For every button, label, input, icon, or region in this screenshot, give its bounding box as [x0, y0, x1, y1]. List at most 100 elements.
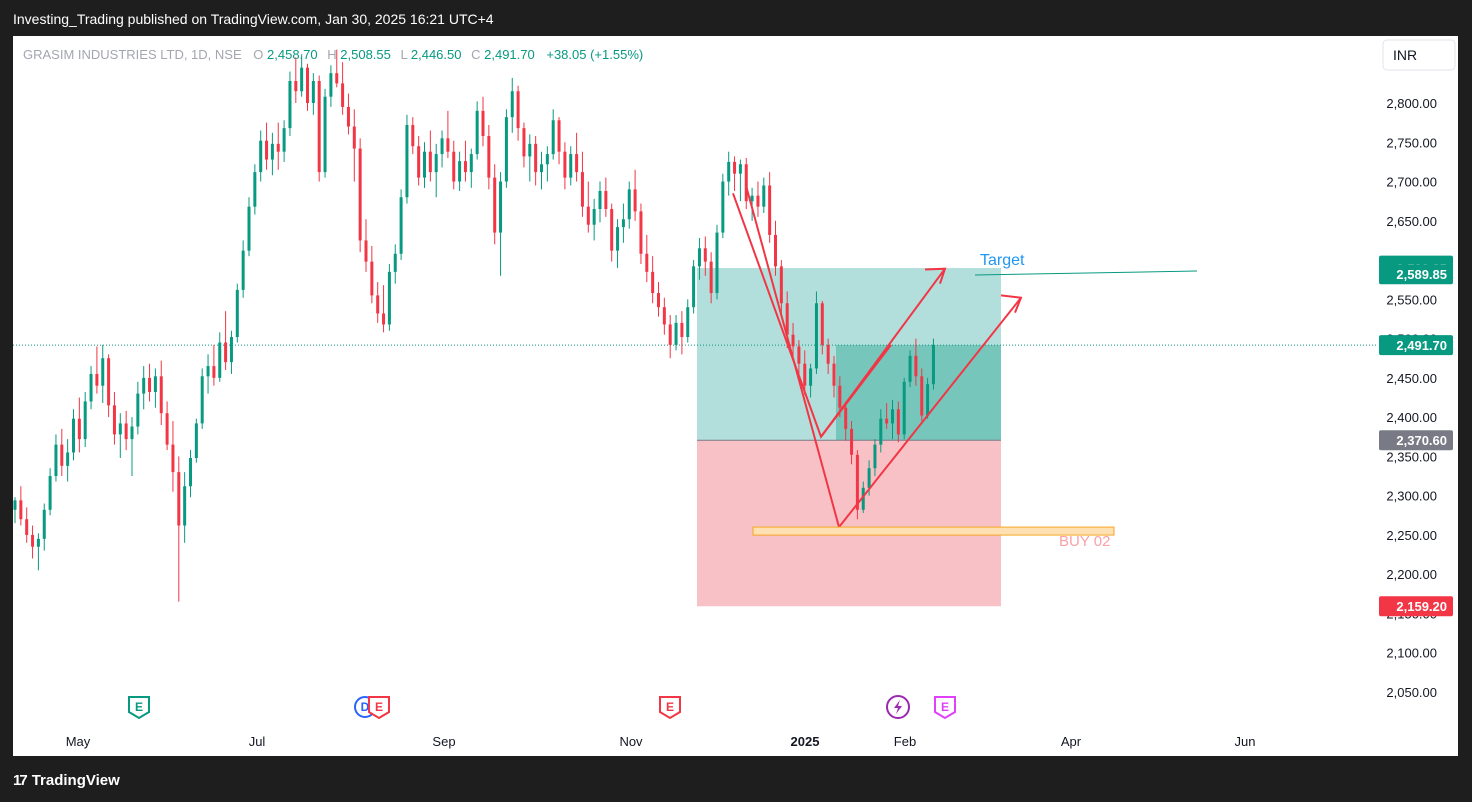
lightning-icon — [894, 700, 902, 714]
candle — [715, 224, 719, 300]
candle — [241, 240, 245, 298]
chart-frame[interactable]: GRASIM INDUSTRIES LTD, 1D, NSE O 2,458.7… — [13, 36, 1458, 756]
candle-body — [54, 444, 58, 477]
candle-body — [130, 426, 134, 440]
candle — [908, 350, 912, 388]
target-label: Target — [980, 252, 1025, 269]
currency-button[interactable]: INR — [1382, 39, 1456, 71]
candle-body — [112, 405, 116, 435]
candle-body — [423, 151, 426, 178]
candle-body — [346, 106, 350, 127]
candle-body — [329, 73, 333, 97]
candle-body — [721, 181, 725, 233]
candle-body — [668, 324, 672, 345]
candle-body — [224, 342, 228, 363]
candlestick-chart[interactable]: GRASIM INDUSTRIES LTD, 1D, NSE O 2,458.7… — [13, 36, 1458, 756]
candle-body — [458, 161, 462, 182]
candle — [657, 282, 660, 317]
candle — [803, 350, 807, 396]
earnings-event-icon[interactable]: E — [659, 696, 681, 720]
event-letter: E — [375, 700, 383, 714]
candle-body — [616, 227, 620, 251]
candle-body — [750, 195, 754, 202]
candle-body — [77, 418, 81, 440]
candle — [762, 177, 766, 213]
candle — [598, 181, 602, 223]
x-tick-label: Nov — [619, 734, 643, 749]
candle — [768, 172, 772, 243]
candle — [458, 151, 462, 191]
candle-body — [487, 135, 491, 178]
candle — [31, 525, 35, 559]
candle — [288, 71, 292, 136]
candle — [639, 203, 643, 264]
candle — [218, 332, 222, 382]
candle-body — [259, 140, 263, 173]
candle-body — [189, 457, 192, 487]
candle-body — [744, 164, 748, 202]
candle-body — [393, 253, 397, 272]
candle-body — [545, 154, 549, 165]
candle — [557, 117, 561, 165]
candle — [294, 57, 298, 103]
candle — [920, 368, 924, 422]
candle — [774, 220, 777, 276]
candle-body — [756, 195, 760, 207]
price-tag-bg — [1379, 596, 1453, 617]
candle — [551, 109, 555, 160]
candle — [738, 159, 742, 202]
earnings-event-icon[interactable]: E — [368, 696, 390, 720]
candle — [575, 132, 579, 182]
candle — [779, 260, 783, 316]
candle-body — [493, 177, 497, 233]
earnings-event-icon[interactable]: E — [128, 696, 150, 720]
candle — [487, 124, 491, 190]
candle — [200, 368, 204, 429]
candle-body — [657, 293, 660, 308]
candle-body — [697, 248, 701, 267]
earnings-badge — [659, 696, 681, 720]
candle-body — [101, 358, 105, 386]
candle-body — [926, 384, 930, 416]
candle — [692, 260, 696, 314]
candle — [510, 77, 514, 133]
candle-body — [399, 197, 403, 254]
candle — [709, 252, 713, 304]
candle — [311, 73, 315, 115]
candle — [183, 472, 187, 543]
candle — [814, 291, 818, 374]
candle — [142, 366, 146, 410]
candle — [586, 181, 590, 233]
footer-brand: 17 TradingView — [13, 768, 120, 792]
x-tick-label: Apr — [1061, 734, 1082, 749]
candle-body — [662, 307, 666, 325]
x-tick-label: Jun — [1235, 734, 1256, 749]
candle-body — [48, 476, 52, 510]
candle-body — [165, 413, 169, 445]
candle-body — [124, 423, 128, 440]
candle-body — [42, 509, 46, 539]
candle — [194, 418, 198, 463]
candle-body — [358, 148, 362, 241]
candle-body — [311, 81, 315, 103]
candle — [826, 338, 830, 374]
split-event-icon[interactable] — [886, 695, 910, 719]
candle — [376, 282, 380, 323]
candle-body — [306, 67, 309, 103]
earnings-event-icon[interactable]: E — [934, 696, 956, 720]
legend-high-value: 2,508.55 — [340, 47, 391, 62]
candle-body — [405, 124, 409, 198]
candle-body — [31, 534, 35, 547]
target-zone — [697, 268, 1001, 441]
candle-body — [674, 322, 678, 345]
candle — [72, 409, 75, 461]
y-tick-label: 2,400.00 — [1386, 410, 1437, 425]
event-letter: E — [666, 700, 674, 714]
candle — [77, 397, 81, 453]
y-tick-label: 2,050.00 — [1386, 685, 1437, 700]
candle-body — [148, 377, 152, 393]
candle-body — [692, 266, 696, 308]
candle-body — [159, 376, 163, 414]
candle-body — [317, 81, 321, 173]
candle — [153, 368, 157, 408]
